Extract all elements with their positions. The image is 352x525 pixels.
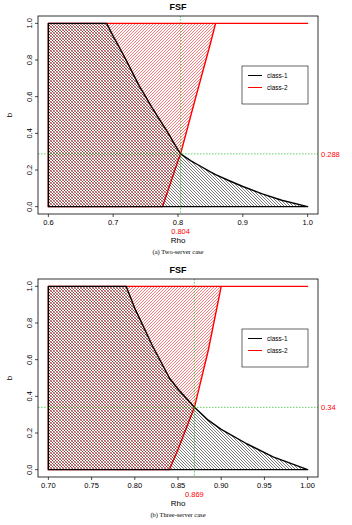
frame: [38, 279, 318, 477]
y-tick-label: 0.0: [25, 201, 34, 211]
x-tick: [48, 477, 49, 480]
y-tick-label: 1.0: [25, 18, 34, 28]
guide-line: [38, 407, 318, 408]
region-class-1: [48, 23, 307, 206]
y-tick: [35, 469, 38, 470]
x-tick: [178, 214, 179, 217]
legend-label: class-1: [267, 335, 288, 342]
annotation-label: 0.288: [321, 150, 340, 159]
x-tick-label: 0.8: [173, 218, 183, 227]
legend-label: class-1: [267, 72, 288, 79]
x-tick-label: 0.75: [84, 481, 99, 490]
y-tick: [35, 396, 38, 397]
y-tick: [35, 206, 38, 207]
x-tick-label: 0.7: [108, 218, 118, 227]
x-tick-label: 0.85: [171, 481, 186, 490]
legend-label: class-2: [267, 347, 288, 354]
x-tick: [113, 214, 114, 217]
chart: FSF 0.70 0.75 0.80 0.85 0.90 0.95 1.00 0.0 0.2 0.4…: [5, 265, 336, 519]
annotation-label: 0.804: [171, 227, 190, 236]
y-axis-label: b: [5, 112, 14, 117]
x-tick-label: 0.70: [41, 481, 56, 490]
y-tick-label: 0.6: [25, 91, 34, 101]
legend-swatch: [248, 87, 262, 88]
y-tick: [35, 133, 38, 134]
x-tick-label: 0.95: [257, 481, 272, 490]
y-tick: [35, 96, 38, 97]
y-tick-label: 0.4: [25, 128, 34, 138]
y-tick-label: 0.2: [25, 165, 34, 175]
caption: (b) Three-server case: [150, 511, 205, 519]
region-class-2: [48, 23, 307, 206]
region-class-2: [48, 286, 307, 469]
x-tick: [307, 477, 308, 480]
x-tick: [48, 214, 49, 217]
x-tick-label: 1.00: [300, 481, 315, 490]
guide-line: [180, 16, 181, 214]
plot-area: [38, 279, 318, 477]
y-tick: [35, 60, 38, 61]
y-tick-label: 0.6: [25, 354, 34, 364]
title: FSF: [170, 265, 188, 275]
y-tick: [35, 23, 38, 24]
x-tick: [178, 477, 179, 480]
frame: [38, 16, 318, 214]
x-tick-label: 0.80: [127, 481, 142, 490]
y-tick-label: 0.4: [25, 391, 34, 401]
x-tick: [242, 214, 243, 217]
y-tick-label: 0.8: [25, 318, 34, 328]
annotation-label: 0.869: [185, 490, 204, 499]
x-tick: [134, 477, 135, 480]
y-tick: [35, 323, 38, 324]
legend-box: [242, 66, 308, 104]
y-tick: [35, 286, 38, 287]
x-axis-label: Rho: [171, 236, 186, 245]
y-tick-label: 0.0: [25, 464, 34, 474]
legend-box: [242, 329, 308, 367]
y-tick-label: 0.2: [25, 428, 34, 438]
legend-label: class-2: [267, 84, 288, 91]
x-tick: [91, 477, 92, 480]
y-tick: [35, 359, 38, 360]
legend: class-1 class-2: [242, 329, 308, 367]
x-tick: [307, 214, 308, 217]
region-class-1: [48, 286, 307, 469]
y-tick: [35, 170, 38, 171]
legend: class-1 class-2: [242, 66, 308, 104]
x-tick-label: 1.0: [302, 218, 312, 227]
x-tick: [264, 477, 265, 480]
x-axis-label: Rho: [171, 499, 186, 508]
y-tick: [35, 433, 38, 434]
legend-swatch: [248, 350, 262, 351]
x-tick: [221, 477, 222, 480]
x-tick-label: 0.90: [214, 481, 229, 490]
caption: (a) Two-server case: [152, 248, 203, 256]
guide-line: [194, 279, 195, 477]
y-tick-label: 0.8: [25, 55, 34, 65]
plot-area: [38, 16, 318, 214]
guide-line: [38, 153, 318, 154]
legend-swatch: [248, 338, 262, 339]
y-axis-label: b: [5, 375, 14, 380]
x-tick-label: 0.9: [238, 218, 248, 227]
title: FSF: [170, 2, 188, 12]
legend-swatch: [248, 75, 262, 76]
y-tick-label: 1.0: [25, 281, 34, 291]
figure: FSF 0.6 0.7 0.8 0.9 1.0 0.0 0.2 0.4 0.6 0.8 1.0 0.28…: [0, 0, 352, 525]
x-tick-label: 0.6: [43, 218, 53, 227]
annotation-label: 0.34: [321, 403, 336, 412]
chart: FSF 0.6 0.7 0.8 0.9 1.0 0.0 0.2 0.4 0.6 0.8 1.0 0.28…: [5, 2, 340, 256]
